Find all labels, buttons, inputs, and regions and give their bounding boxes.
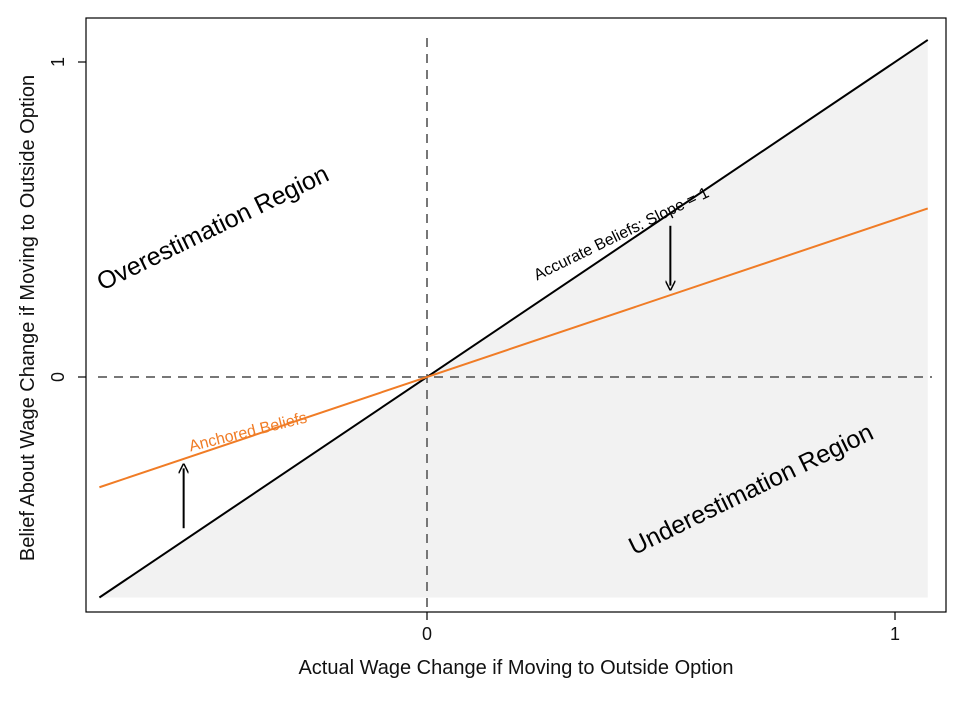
y-tick-label: 0	[48, 372, 68, 382]
x-tick-label: 1	[890, 624, 900, 644]
x-tick-label: 0	[422, 624, 432, 644]
y-tick-label: 1	[48, 57, 68, 67]
accurate-beliefs-line	[98, 39, 929, 599]
annotation-anchored-beliefs: Anchored Beliefs	[187, 410, 308, 456]
y-axis-label: Belief About Wage Change if Moving to Ou…	[17, 75, 39, 561]
anchored-beliefs-line	[99, 207, 929, 489]
annotation-overestimation-region: Overestimation Region	[92, 160, 333, 297]
plot-frame	[85, 17, 947, 613]
x-axis-label: Actual Wage Change if Moving to Outside …	[298, 657, 733, 679]
